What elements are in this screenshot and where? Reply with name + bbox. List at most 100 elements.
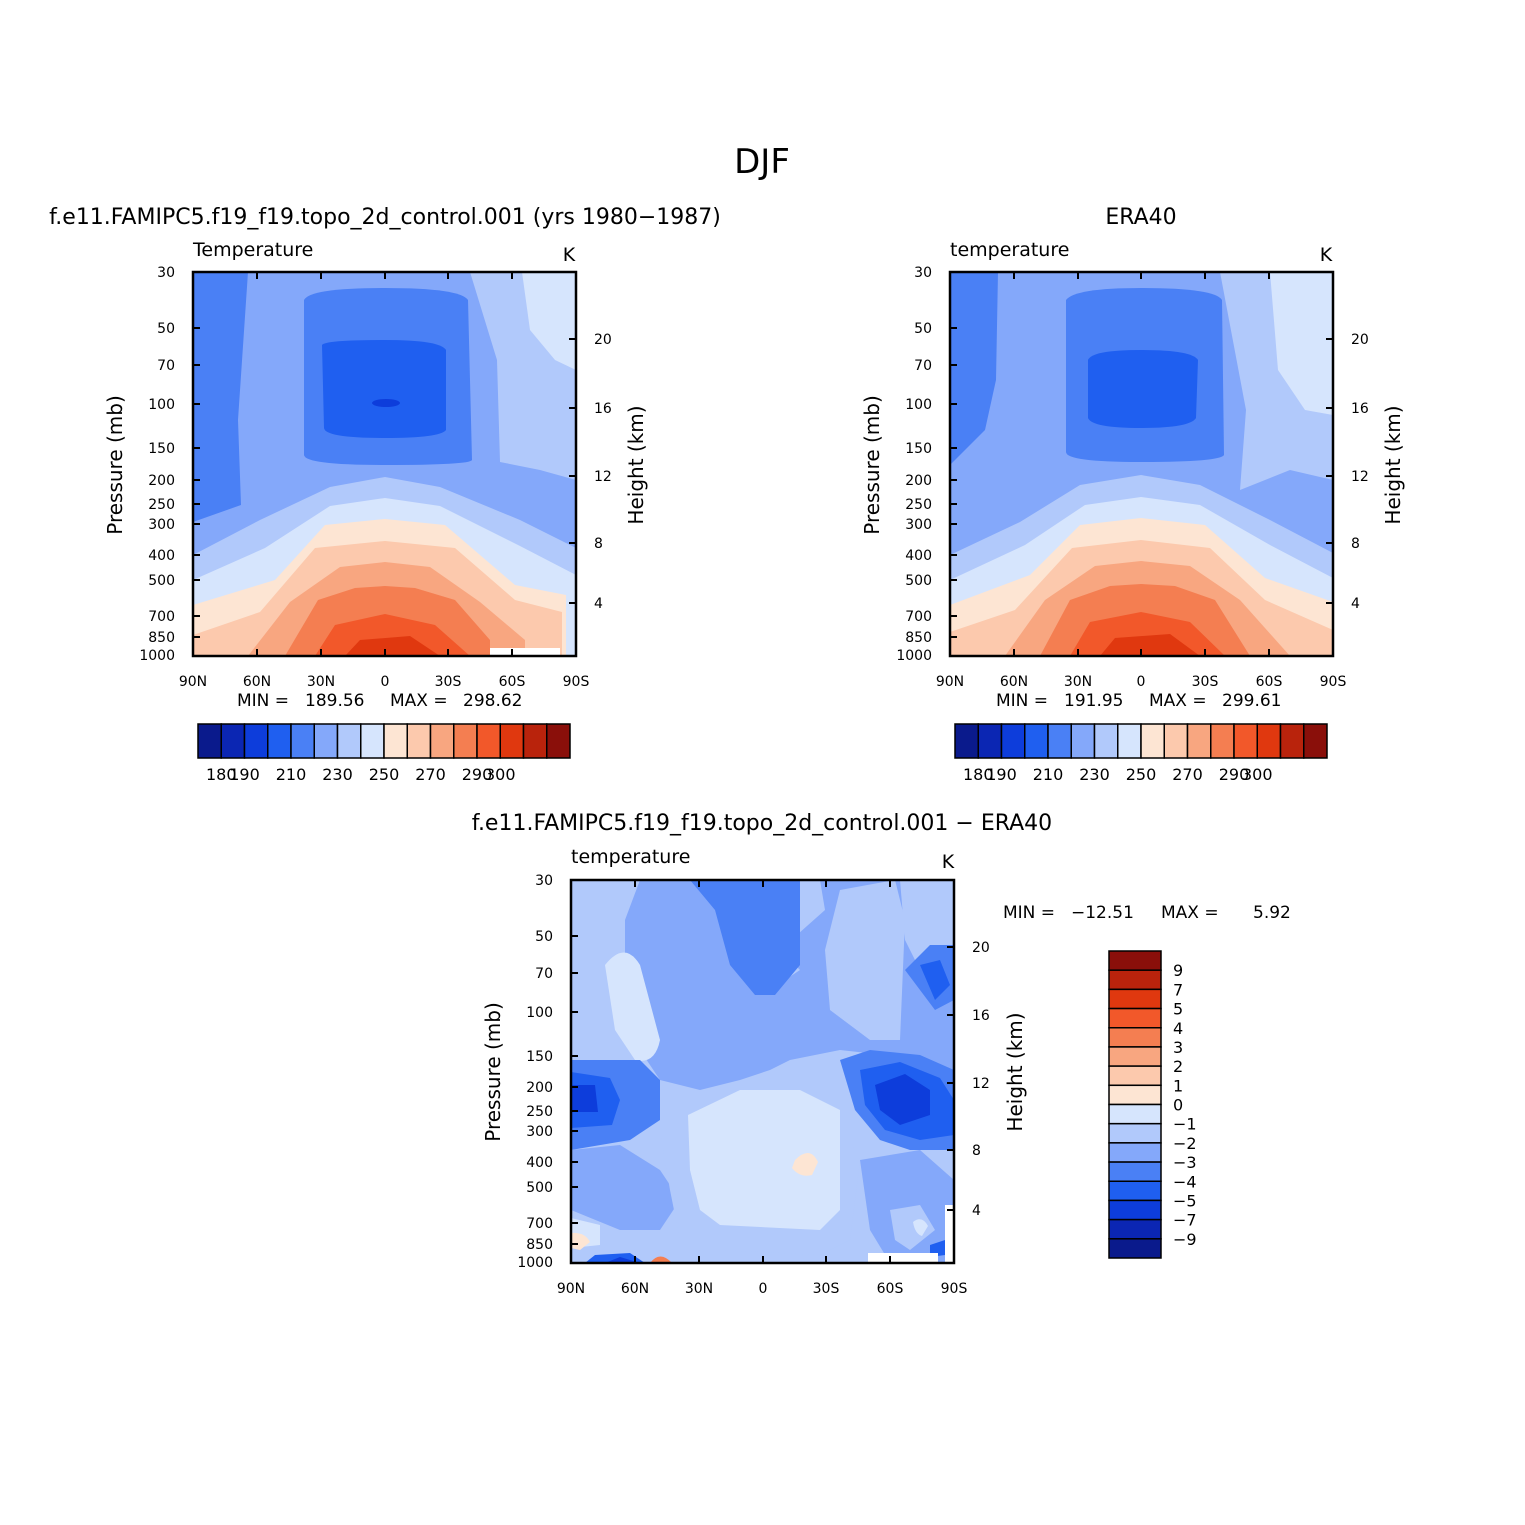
colorbar-swatch [1233, 723, 1258, 759]
x-tick-label: 30N [1064, 674, 1092, 690]
axis-ticks [950, 272, 1333, 656]
missing-data-region [868, 1253, 938, 1263]
y-tick-labels: 30 50 70 100 150 200 250 300 400 500 700… [517, 873, 553, 1271]
x-tick-label: 0 [381, 674, 390, 690]
y-tick-label: 150 [526, 1049, 553, 1065]
colorbar-swatch [1303, 723, 1328, 759]
colorbar-swatch [1108, 1027, 1162, 1048]
min-value: −12.51 [1071, 903, 1134, 923]
panel-obs: ERA40 temperature K 90N 60N 30N [860, 205, 1405, 784]
y-tick-label: 300 [905, 517, 932, 533]
colorbar-label: 290 [462, 765, 493, 784]
colorbar-label: −9 [1173, 1230, 1197, 1249]
y-tick-label: 700 [526, 1216, 553, 1232]
y-tick-label: 100 [905, 397, 932, 413]
y-axis-right-label: Height (km) [1003, 1012, 1027, 1131]
colorbar-swatch [1108, 1161, 1162, 1182]
missing-data-region [945, 1205, 954, 1263]
max-value: 298.62 [463, 691, 522, 711]
y-tick-label: 400 [526, 1155, 553, 1171]
colorbar-swatch [1070, 723, 1096, 759]
colorbar-swatch [313, 723, 339, 759]
y-right-tick-label: 20 [594, 332, 612, 348]
colorbar-swatch [336, 723, 362, 759]
contour-band [315, 614, 470, 656]
contour-band [605, 1257, 640, 1263]
x-tick-label: 30N [685, 1281, 713, 1297]
contour-band [1311, 503, 1321, 509]
colorbar-label: −2 [1173, 1134, 1197, 1153]
colorbar-label: 7 [1173, 980, 1183, 999]
colorbar-swatch [1024, 723, 1049, 759]
max-value: 299.61 [1222, 691, 1281, 711]
y-tick-label: 50 [914, 321, 932, 337]
y-tick-label: 500 [526, 1180, 553, 1196]
y-right-tick-label: 8 [1351, 536, 1360, 552]
panel-title: ERA40 [1105, 205, 1176, 230]
panel-title: f.e11.FAMIPC5.f19_f19.topo_2d_control.00… [49, 205, 721, 230]
contour-band [322, 340, 446, 438]
x-tick-label: 90S [1320, 674, 1347, 690]
colorbar-swatch [243, 723, 269, 759]
colorbar-label: 3 [1173, 1038, 1183, 1057]
contour-band [650, 1256, 672, 1263]
y-right-tick-label: 4 [1351, 596, 1360, 612]
colorbar-swatch [1093, 723, 1119, 759]
y-right-tick-label: 12 [1351, 469, 1369, 485]
colorbar-label: 250 [369, 765, 400, 784]
units-label: K [1320, 244, 1333, 266]
min-label: MIN = [1003, 903, 1055, 923]
y-tick-label: 400 [148, 548, 175, 564]
min-max-readout: MIN = −12.51 MAX = 5.92 [1003, 903, 1291, 923]
colorbar-swatch [954, 723, 979, 759]
colorbar-label: −7 [1173, 1211, 1197, 1230]
colorbar-swatch [1108, 1122, 1162, 1144]
x-tick-label: 90S [941, 1281, 968, 1297]
colorbar-label: −1 [1173, 1115, 1197, 1134]
min-label: MIN = [996, 691, 1048, 711]
y-tick-label: 200 [905, 473, 932, 489]
colorbar-label: 250 [1126, 765, 1157, 784]
y-tick-labels: 30 50 70 100 150 200 250 300 400 500 700… [896, 265, 932, 664]
y-axis-right-label: Height (km) [624, 405, 648, 524]
colorbar-swatch [1108, 1218, 1162, 1240]
y-tick-label: 100 [148, 397, 175, 413]
colorbar-label: 4 [1173, 1019, 1183, 1038]
y-tick-label: 300 [148, 517, 175, 533]
y-tick-label: 700 [148, 609, 175, 625]
colorbar-swatch [1108, 969, 1162, 991]
y-tick-label: 1000 [517, 1255, 553, 1271]
colorbar-label: 190 [229, 765, 260, 784]
max-label: MAX = [1161, 903, 1219, 923]
min-max-readout: MIN = 191.95 MAX = 299.61 [996, 691, 1281, 711]
colorbar-label: 210 [276, 765, 307, 784]
colorbar-swatch [1108, 1065, 1162, 1087]
x-tick-label: 90N [936, 674, 964, 690]
x-tick-labels: 90N 60N 30N 0 30S 60S 90S [557, 1281, 968, 1297]
y-tick-label: 30 [157, 265, 175, 281]
colorbar-label: 5 [1173, 1000, 1183, 1019]
y-tick-label: 250 [148, 497, 175, 513]
contour-field [950, 272, 1333, 656]
y-tick-label: 70 [535, 966, 553, 982]
colorbar-label: 300 [485, 765, 516, 784]
axis-ticks [193, 272, 576, 656]
colorbar-swatch [1108, 1046, 1162, 1067]
colorbar-swatch [1108, 988, 1162, 1010]
colorbar-label: 300 [1242, 765, 1273, 784]
colorbar-label: −4 [1173, 1172, 1197, 1191]
contour-band [372, 399, 400, 407]
colorbar-label: −5 [1173, 1191, 1197, 1210]
contour-band [1100, 634, 1200, 656]
colorbar-swatch [1000, 723, 1026, 759]
x-tick-label: 90N [557, 1281, 585, 1297]
y-tick-label: 500 [905, 573, 932, 589]
y-tick-label: 50 [535, 929, 553, 945]
colorbar-label: −3 [1173, 1153, 1197, 1172]
y-tick-label: 100 [526, 1005, 553, 1021]
colorbar-swatch [267, 723, 292, 759]
max-label: MAX = [1149, 691, 1207, 711]
contour-band [571, 1085, 598, 1112]
